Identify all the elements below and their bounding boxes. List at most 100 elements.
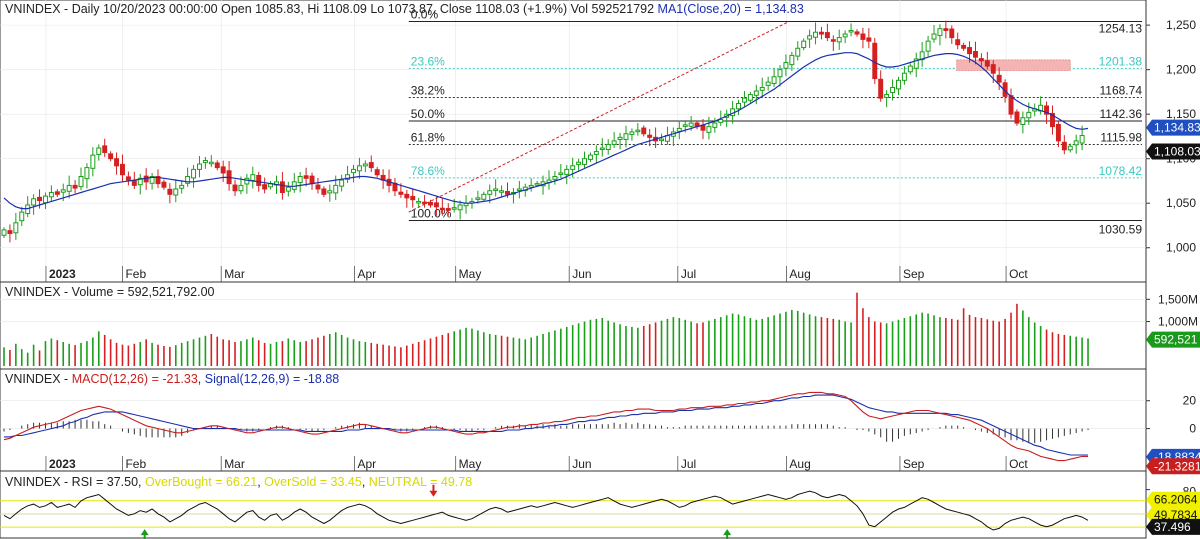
candle-body (42, 195, 48, 204)
fib-value-label: 1254.13 (1099, 21, 1143, 35)
candle-body (173, 188, 179, 196)
candle-body (676, 127, 682, 132)
candle (345, 165, 351, 183)
candle-body (955, 39, 961, 46)
candle (179, 180, 185, 194)
candle-body (973, 50, 978, 58)
candle-body (60, 189, 66, 193)
candle (747, 91, 753, 103)
candle-body (191, 168, 197, 179)
rsi-line (3, 490, 1089, 531)
candle-body (214, 162, 220, 169)
candle-body (7, 230, 13, 234)
candle-body (114, 158, 120, 167)
volume-header: VNINDEX - Volume = 592,521,792.00 (5, 285, 215, 299)
overbought-badge-bg (1146, 491, 1200, 508)
candle (676, 120, 682, 140)
candle (54, 189, 60, 197)
candle-body (493, 188, 499, 191)
price-tick-label: 1,250 (1166, 18, 1196, 32)
candle (830, 35, 836, 51)
candle (475, 190, 481, 204)
candle-body (487, 190, 493, 195)
candle (96, 144, 102, 161)
candle-body (1067, 145, 1073, 151)
volume-tick-label: 1,000M (1158, 315, 1198, 329)
candle (191, 164, 197, 188)
candle (741, 91, 747, 107)
price-panel[interactable]: 0.0% 1254.13 23.6% 1201.38 38.2% 1168.74 50.0%… (0, 0, 1200, 283)
candle (913, 52, 919, 78)
candle (356, 157, 362, 179)
candle-body (1008, 95, 1014, 115)
candle (362, 160, 368, 173)
candle (659, 133, 664, 145)
candle-body (161, 181, 167, 188)
candle (202, 156, 208, 169)
candle-body (753, 90, 759, 96)
signal-line (4, 394, 1088, 456)
candle-body (931, 33, 937, 40)
candle (25, 196, 31, 218)
candle (7, 224, 13, 243)
candle (890, 79, 896, 101)
macd-month-label: Jun (572, 457, 591, 471)
candle (457, 200, 463, 220)
candle-body (848, 29, 854, 33)
candle (445, 203, 451, 216)
candle (161, 179, 167, 190)
candle-body (505, 190, 510, 195)
candle-body (208, 161, 214, 165)
candle-body (297, 176, 303, 184)
candle (493, 179, 499, 197)
fib-value-label: 1168.74 (1100, 83, 1143, 97)
candle (410, 188, 416, 208)
candle (552, 171, 558, 185)
candle (611, 131, 617, 149)
candle-body (996, 74, 1002, 83)
candle-body (605, 143, 611, 150)
candle-body (599, 147, 605, 151)
candle-body (682, 124, 688, 127)
candle-body (321, 188, 327, 195)
month-label: Aug (789, 267, 810, 281)
candle-body (131, 180, 137, 186)
candle (374, 167, 380, 178)
candle (78, 167, 84, 191)
candle-body (84, 167, 90, 180)
candle-body (345, 174, 351, 180)
candle-body (818, 31, 824, 35)
candle (90, 147, 96, 177)
candle-body (185, 176, 191, 184)
candle (297, 172, 303, 193)
macd-month-label: Oct (1009, 457, 1028, 471)
candle-body (925, 40, 931, 52)
candle (759, 77, 765, 98)
candle (842, 30, 848, 44)
candle (884, 90, 890, 108)
candle-body (635, 129, 641, 133)
candle-body (108, 153, 114, 160)
macd-panel[interactable]: 2023 Feb Mar Apr May Jun Jul Aug Sep Oct 20 0 -18.… (0, 368, 1200, 475)
candle (807, 29, 813, 48)
candle-body (19, 211, 25, 222)
candle-body (1044, 105, 1050, 115)
candle-body (534, 183, 540, 186)
candle-body (741, 97, 747, 103)
candle (428, 199, 433, 208)
candle-body (1055, 123, 1061, 142)
fib-pct-label: 0.0% (411, 7, 439, 21)
volume-panel[interactable]: 1,500M 1,000M 592,521 VNINDEX - Volume = … (0, 281, 1200, 370)
macd-axis-ticks: 20 0 (1146, 394, 1196, 436)
rsi-value-badge: 37.496 (1154, 520, 1191, 534)
candle-body (587, 154, 593, 160)
candle-body (416, 200, 422, 204)
price-tick-label: 1,200 (1166, 63, 1196, 77)
candle-body (854, 31, 860, 35)
candle-body (256, 174, 262, 186)
candle (848, 23, 854, 37)
candle-body (552, 176, 558, 180)
month-label: 2023 (49, 267, 76, 281)
candle-body (13, 222, 19, 234)
